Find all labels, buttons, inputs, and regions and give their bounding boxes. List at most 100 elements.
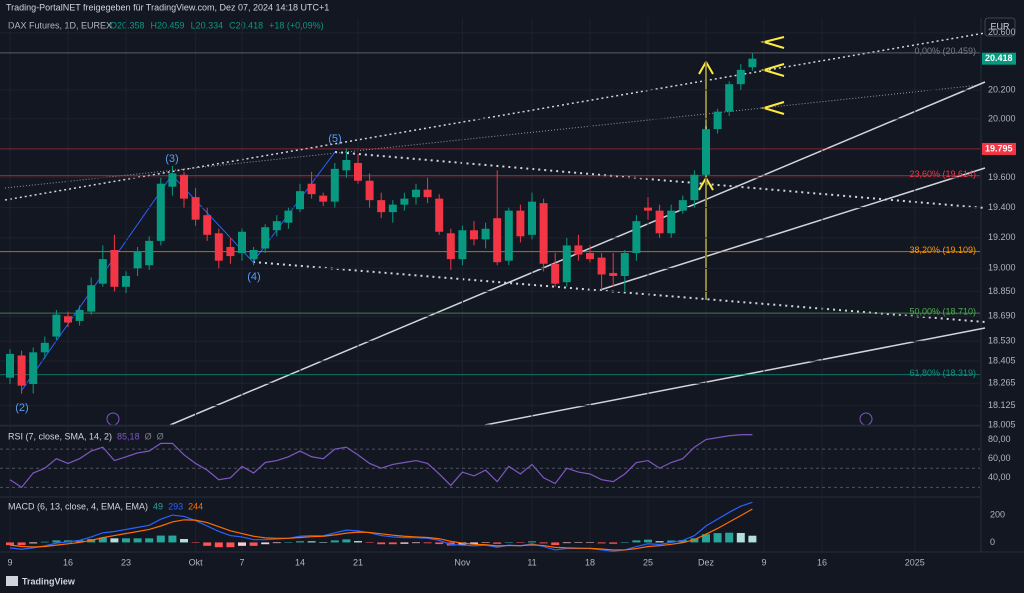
trendline	[4, 32, 986, 201]
fib-label: 0,00% (20.459)	[914, 46, 976, 56]
macd-histogram-bar	[504, 542, 513, 543]
macd-histogram-bar	[330, 540, 339, 543]
macd-histogram-bar	[296, 541, 304, 543]
brand-logo	[6, 576, 18, 586]
x-tick-label: Dez	[698, 557, 715, 567]
y-tick-label: 18.850	[988, 286, 1016, 296]
y-tick-label: 18.265	[988, 378, 1016, 388]
macd-histogram-bar	[133, 538, 142, 543]
candle-body	[284, 210, 293, 223]
fib-label: 61,80% (18.319)	[909, 368, 976, 378]
currency-box[interactable]	[984, 17, 1016, 37]
candle-body	[330, 168, 339, 202]
candle-body	[539, 203, 548, 264]
macd-histogram-bar	[180, 539, 188, 543]
macd-tick-label: 0	[990, 537, 995, 547]
y-tick-label: 19.200	[988, 232, 1016, 242]
candle-body	[145, 240, 154, 266]
x-tick-label: 16	[817, 557, 827, 567]
candle-body	[29, 352, 38, 385]
macd-legend-value: 244	[188, 501, 203, 511]
macd-histogram-bar	[551, 542, 560, 546]
macd-histogram-bar	[516, 542, 525, 543]
candle-body	[319, 195, 328, 202]
candle-body	[6, 353, 14, 378]
candle-body	[87, 285, 96, 312]
y-tick-label: 20.600	[988, 27, 1016, 37]
trendline	[334, 151, 986, 209]
trendline	[252, 261, 986, 323]
macd-histogram-bar	[214, 542, 223, 548]
y-tick-label: 18.690	[988, 311, 1016, 321]
candle-body	[296, 191, 304, 210]
macd-histogram-bar	[400, 542, 409, 544]
macd-histogram-bar	[168, 535, 177, 543]
macd-histogram-bar	[493, 542, 502, 544]
macd-histogram-bar	[122, 538, 130, 543]
candle-body	[98, 259, 107, 284]
candle-body	[446, 233, 455, 260]
macd-histogram-bar	[261, 542, 270, 545]
candle-body	[481, 228, 490, 240]
macd-line	[9, 508, 753, 551]
macd-histogram-bar	[52, 540, 61, 543]
macd-histogram-bar	[29, 542, 38, 544]
macd-histogram-bar	[620, 542, 629, 543]
candle-body	[423, 189, 432, 198]
x-tick-label: 9	[7, 557, 12, 567]
candle-body	[458, 230, 467, 260]
candle-body	[180, 174, 188, 199]
currency[interactable]: EUR	[990, 21, 1010, 31]
macd-histogram-bar	[342, 539, 351, 543]
macd-histogram-bar	[597, 542, 606, 544]
candle-body	[702, 129, 710, 175]
rsi-legend: 85,18	[117, 431, 140, 441]
macd-histogram-bar	[249, 542, 258, 546]
rsi-legend: RSI (7, close, SMA, 14, 2)	[8, 431, 112, 441]
macd-histogram-bar	[574, 542, 583, 543]
y-tick-label: 19.000	[988, 263, 1016, 273]
ohlc-value: L20.334	[191, 20, 224, 30]
ohlc-value: +18 (+0,09%)	[269, 20, 324, 30]
macd-histogram-bar	[365, 542, 374, 543]
macd-histogram-bar	[272, 542, 281, 544]
candle-body	[736, 69, 745, 85]
candle-body	[562, 245, 571, 283]
macd-histogram-bar	[156, 535, 165, 543]
fib-label: 23,60% (19.614)	[909, 169, 976, 179]
macd-histogram-bar	[388, 542, 397, 545]
candle-body	[307, 183, 316, 195]
macd-histogram-bar	[110, 538, 119, 543]
x-tick-label: 18	[585, 557, 595, 567]
candle-body	[609, 272, 618, 277]
macd-histogram-bar	[562, 542, 571, 544]
candle-body	[354, 162, 362, 181]
x-tick-label: 14	[295, 557, 305, 567]
macd-histogram-bar	[748, 535, 757, 543]
macd-histogram-bar	[17, 542, 26, 546]
y-tick-label: 20.000	[988, 113, 1016, 123]
macd-histogram-bar	[435, 542, 444, 545]
macd-legend: MACD (6, 13, close, 4, EMA, EMA)	[8, 501, 148, 511]
macd-histogram-bar	[226, 542, 235, 548]
candle-body	[17, 355, 26, 386]
rsi-tick-label: 60,00	[988, 453, 1011, 463]
macd-histogram-bar	[586, 542, 594, 543]
x-tick-label: 7	[239, 557, 244, 567]
rsi-legend: Ø	[157, 431, 164, 441]
candle-body	[249, 249, 258, 260]
macd-histogram-bar	[423, 542, 432, 544]
candle-body	[40, 342, 49, 353]
price-badge-label: 20.418	[985, 53, 1013, 63]
candle-body	[214, 233, 223, 261]
candle-body	[168, 173, 177, 187]
candle-body	[667, 210, 676, 234]
y-tick-label: 20.200	[988, 84, 1016, 94]
candle-body	[586, 253, 594, 260]
candle-body	[261, 227, 270, 249]
candle-body	[342, 159, 351, 171]
candle-body	[75, 310, 84, 321]
candle-body	[655, 210, 664, 234]
